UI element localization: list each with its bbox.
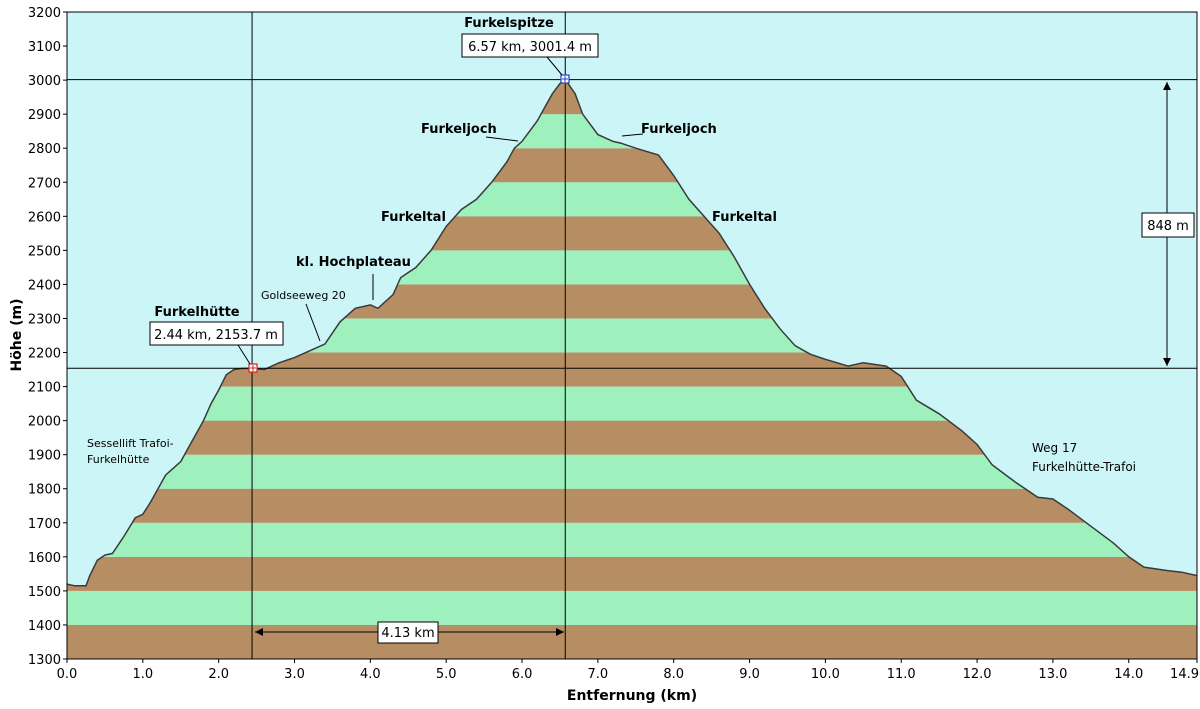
sessellift-label-line1: Sessellift Trafoi- — [87, 437, 174, 450]
weg17-label-line1: Weg 17 — [1032, 441, 1077, 455]
x-tick-label: 5.0 — [436, 667, 457, 682]
x-axis-title: Entfernung (km) — [567, 688, 697, 704]
x-tick-label: 10.0 — [811, 667, 840, 682]
y-tick-label: 2500 — [28, 244, 61, 259]
sessellift-label-line2: Furkelhütte — [87, 453, 150, 466]
x-tick-label: 12.0 — [963, 667, 992, 682]
x-tick-label: 8.0 — [663, 667, 684, 682]
furkelhuette-coordinates: 2.44 km, 2153.7 m — [154, 328, 278, 343]
x-tick-label: 6.0 — [512, 667, 533, 682]
furkeljoch-left-label: Furkeljoch — [421, 122, 497, 137]
y-tick-label: 3000 — [28, 74, 61, 89]
x-axis: 0.0 1.0 2.0 3.0 4.0 5.0 6.0 7.0 8.0 9.0 10.0 11.0 12… — [57, 659, 1199, 682]
x-tick-label: 13.0 — [1038, 667, 1067, 682]
plot-frame — [66, 11, 1198, 660]
y-tick-label: 2400 — [28, 278, 61, 293]
furkelspitze-coordinates: 6.57 km, 3001.4 m — [468, 40, 592, 55]
furkelhuette-marker — [248, 363, 258, 373]
furkelspitze-marker — [560, 74, 570, 84]
y-tick-label: 3100 — [28, 40, 61, 55]
horizontal-distance-dimension: 4.13 km — [255, 621, 564, 644]
terrain-outline — [66, 78, 1198, 587]
y-tick-label: 2700 — [28, 176, 61, 191]
vertical-difference-label: 848 m — [1147, 219, 1189, 234]
y-tick-label: 1300 — [28, 653, 61, 668]
y-axis: 1300 1400 1500 1600 1700 1800 1900 2000 2100 2200… — [28, 6, 67, 668]
y-tick-label: 2200 — [28, 347, 61, 362]
terrain-band — [67, 522, 1197, 557]
furkelhuette-title: Furkelhütte — [154, 305, 239, 320]
furkeltal-left-label: Furkeltal — [381, 210, 446, 225]
y-tick-label: 2600 — [28, 210, 61, 225]
horizontal-distance-label: 4.13 km — [381, 626, 434, 641]
y-tick-label: 1400 — [28, 619, 61, 634]
x-tick-label: 1.0 — [132, 667, 153, 682]
furkeljoch-right-label: Furkeljoch — [641, 122, 717, 137]
goldseeweg-label: Goldseeweg 20 — [261, 289, 346, 302]
y-tick-label: 2900 — [28, 108, 61, 123]
x-tick-label: 14.9 — [1170, 667, 1199, 682]
x-tick-label: 7.0 — [588, 667, 609, 682]
y-tick-label: 2300 — [28, 312, 61, 327]
vertical-difference-dimension: 848 m — [1141, 82, 1195, 366]
terrain-band — [67, 488, 1197, 523]
x-tick-label: 3.0 — [284, 667, 305, 682]
x-tick-label: 14.0 — [1114, 667, 1143, 682]
x-tick-label: 0.0 — [57, 667, 78, 682]
y-tick-label: 3200 — [28, 6, 61, 21]
x-tick-label: 2.0 — [208, 667, 229, 682]
terrain-band — [67, 556, 1197, 591]
y-tick-label: 2100 — [28, 381, 61, 396]
x-tick-label: 9.0 — [739, 667, 760, 682]
y-tick-label: 1600 — [28, 551, 61, 566]
weg17-label-line2: Furkelhütte-Trafoi — [1032, 460, 1136, 474]
y-tick-label: 2800 — [28, 142, 61, 157]
terrain-band — [67, 624, 1197, 659]
furkeltal-right-label: Furkeltal — [712, 210, 777, 225]
y-tick-label: 2000 — [28, 415, 61, 430]
terrain-band — [67, 590, 1197, 625]
hochplateau-label: kl. Hochplateau — [296, 255, 411, 270]
y-tick-label: 1500 — [28, 585, 61, 600]
x-tick-label: 4.0 — [360, 667, 381, 682]
y-tick-label: 1900 — [28, 449, 61, 464]
y-tick-label: 1700 — [28, 517, 61, 532]
y-tick-label: 1800 — [28, 483, 61, 498]
x-tick-label: 11.0 — [887, 667, 916, 682]
furkelspitze-title: Furkelspitze — [464, 16, 554, 31]
y-axis-title: Höhe (m) — [9, 298, 25, 371]
